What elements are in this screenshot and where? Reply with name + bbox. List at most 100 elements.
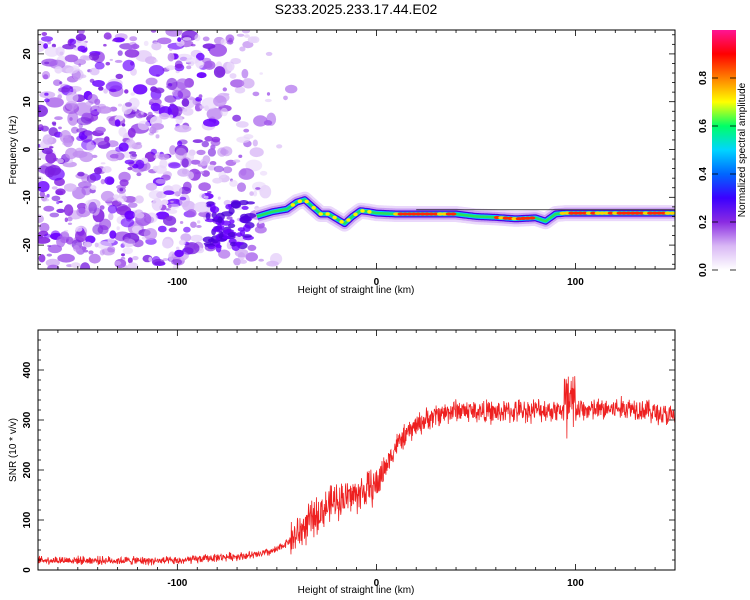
noise-blob — [190, 221, 197, 228]
ridge-peak — [290, 203, 295, 207]
noise-blob — [59, 81, 63, 85]
ridge-peak — [651, 211, 658, 215]
noise-blob — [118, 142, 129, 152]
ridge-peak — [432, 212, 439, 216]
noise-blob — [238, 154, 243, 158]
noise-blob — [186, 209, 197, 218]
snr-x-tick-label: 100 — [567, 578, 584, 589]
noise-blob — [107, 204, 118, 214]
noise-blob — [196, 225, 202, 228]
noise-blob — [102, 166, 112, 173]
noise-blob — [38, 176, 44, 182]
noise-blob — [150, 30, 157, 33]
noise-blob — [254, 225, 267, 234]
noise-blob — [42, 74, 49, 80]
noise-blob — [242, 234, 252, 238]
noise-blob — [252, 139, 258, 147]
noise-blob — [143, 40, 149, 47]
noise-blob — [236, 33, 245, 37]
noise-blob — [98, 86, 104, 91]
noise-blob — [125, 102, 132, 107]
ridge-peak — [647, 211, 654, 215]
ridge-peak — [441, 212, 448, 216]
noise-blob — [47, 264, 60, 269]
noise-blob — [51, 43, 57, 48]
noise-blob — [177, 140, 183, 147]
noise-blob — [54, 66, 63, 74]
ridge-peak — [590, 211, 597, 215]
noise-blob — [114, 260, 122, 266]
ridge-peak — [360, 209, 365, 213]
noise-blob — [206, 107, 223, 121]
noise-blob — [163, 215, 177, 226]
noise-blob — [103, 88, 108, 94]
noise-blob — [233, 258, 242, 266]
ridge-peak — [664, 211, 671, 215]
noise-blob — [202, 36, 210, 42]
noise-blob — [66, 91, 79, 104]
noise-blob — [242, 41, 254, 49]
noise-blob — [38, 40, 46, 53]
noise-blob — [38, 181, 50, 193]
noise-blob — [108, 212, 114, 221]
ridge-peak — [563, 211, 571, 215]
noise-blob — [48, 127, 58, 137]
ridge-peak — [332, 215, 337, 220]
noise-blob — [76, 135, 85, 141]
noise-blob — [170, 200, 174, 203]
noise-blob — [83, 241, 93, 248]
noise-blob — [264, 98, 272, 103]
noise-blob — [99, 218, 112, 230]
snr-y-tick-label: 200 — [22, 461, 33, 478]
noise-blob — [252, 181, 267, 192]
noise-blob — [89, 67, 100, 76]
noise-blob — [218, 249, 231, 259]
noise-blob — [245, 159, 263, 172]
noise-blob — [49, 59, 66, 69]
noise-blob — [62, 161, 77, 168]
noise-blob — [222, 87, 227, 92]
ridge-peak — [415, 212, 422, 216]
noise-blob — [225, 204, 233, 210]
noise-blob — [213, 66, 226, 78]
noise-blob — [38, 236, 51, 244]
noise-blob — [127, 127, 136, 138]
noise-blob — [182, 107, 194, 116]
noise-blob — [88, 250, 94, 255]
noise-blob — [276, 144, 283, 149]
noise-blob — [163, 190, 175, 195]
noise-blob — [167, 52, 175, 62]
noise-blob — [92, 137, 108, 146]
noise-blob — [114, 59, 123, 63]
noise-blob — [232, 159, 241, 163]
ridge-peak — [397, 212, 404, 216]
noise-blob — [168, 227, 178, 233]
noise-blob — [117, 103, 123, 107]
noise-blob — [168, 204, 172, 208]
snr-x-label: Height of straight line (km) — [298, 585, 415, 596]
noise-blob — [103, 43, 107, 47]
noise-blob — [229, 179, 238, 187]
noise-blob — [41, 36, 53, 42]
noise-blob — [147, 111, 153, 118]
noise-blob — [99, 205, 105, 210]
noise-blob — [283, 95, 288, 101]
noise-blob — [104, 136, 110, 143]
noise-blob — [124, 159, 135, 165]
noise-blob — [124, 89, 129, 94]
ridge-peak — [339, 220, 344, 224]
noise-blob — [60, 231, 70, 241]
noise-blob — [64, 217, 68, 223]
noise-blob — [44, 46, 59, 57]
noise-blob — [169, 103, 175, 107]
ridge-peak — [581, 211, 588, 215]
noise-blob — [229, 219, 235, 224]
noise-blob — [127, 262, 139, 269]
noise-blob — [63, 183, 77, 192]
noise-blob — [148, 65, 165, 77]
noise-blob — [65, 147, 78, 160]
noise-blob — [55, 188, 66, 196]
noise-blob — [220, 107, 228, 117]
noise-blob — [207, 148, 216, 157]
noise-blob — [178, 239, 186, 246]
